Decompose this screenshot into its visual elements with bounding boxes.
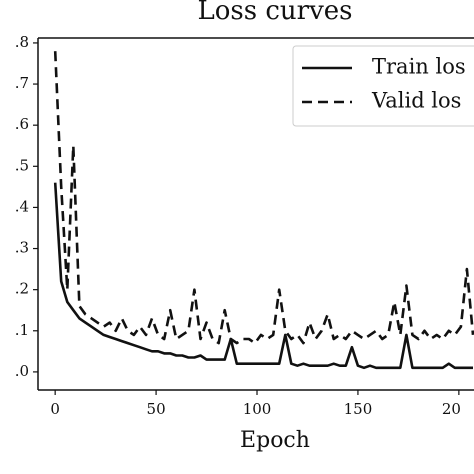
legend-label: Valid los	[371, 89, 461, 113]
loss-line	[53, 182, 473, 370]
loss-line	[53, 51, 474, 345]
y-tick-label: .6	[15, 115, 29, 133]
x-tick-label: 20	[442, 400, 461, 418]
y-tick-label: .0	[15, 362, 29, 380]
y-tick-label: .3	[15, 239, 29, 257]
x-tick-label: 150	[344, 400, 373, 418]
x-tick-label: 0	[50, 400, 60, 418]
y-tick-label: .7	[15, 74, 29, 92]
x-tick-label: 100	[243, 400, 272, 418]
legend-box	[292, 45, 474, 127]
y-tick-label: .5	[15, 156, 29, 174]
x-axis-label: Epoch	[240, 428, 310, 453]
chart-title: Loss curves	[197, 0, 352, 26]
legend: Train los Valid los	[292, 45, 474, 127]
y-tick-label: .8	[15, 33, 29, 51]
y-tick-label: .1	[15, 321, 29, 339]
y-tick-label: .4	[15, 197, 29, 215]
legend-label: Train los	[372, 55, 466, 79]
y-tick-label: .2	[15, 280, 29, 298]
x-tick-label: 50	[147, 400, 166, 418]
